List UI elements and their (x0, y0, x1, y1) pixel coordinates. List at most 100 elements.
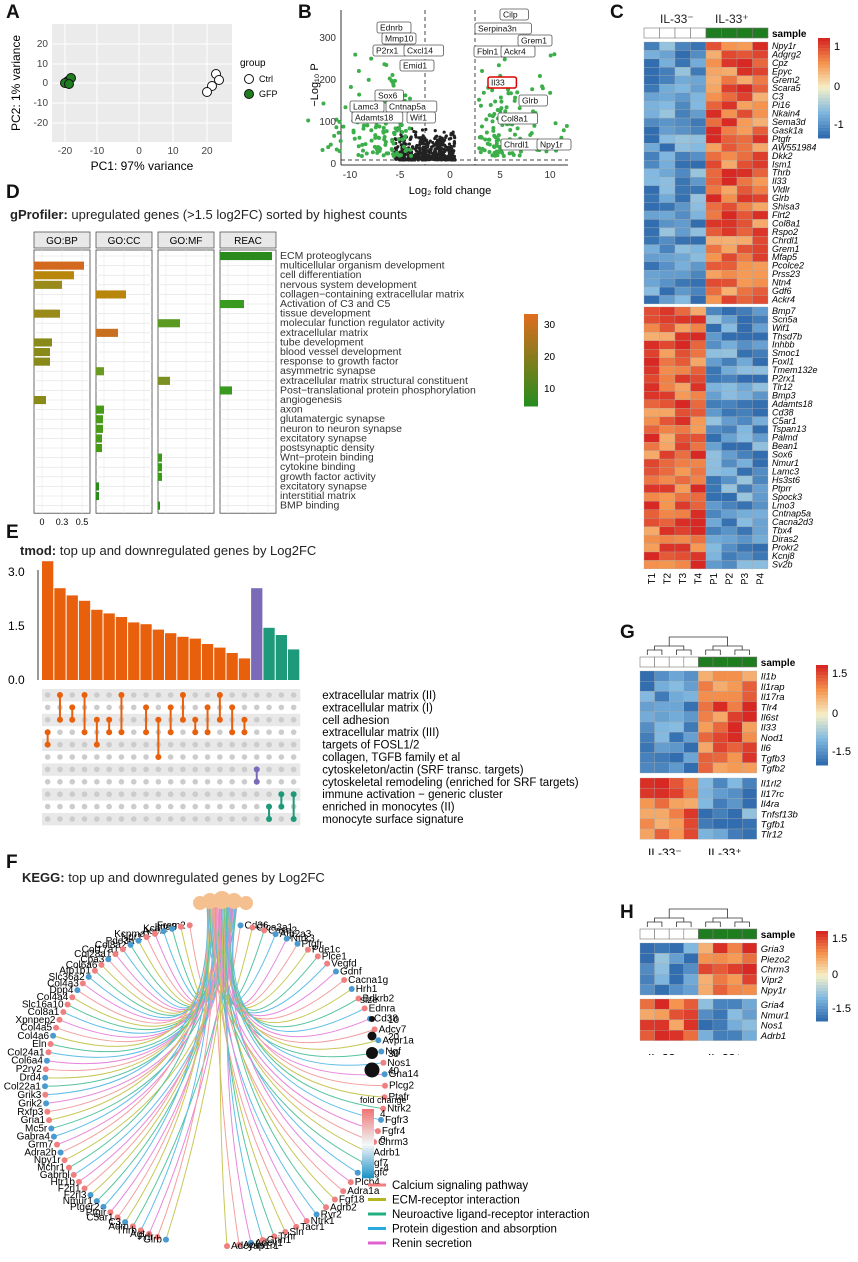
color-scale-swatch (818, 41, 830, 46)
volcano-xlabel: Log₂ fold change (409, 185, 492, 197)
heatmap-cell (690, 433, 707, 443)
heatmap-cell (643, 185, 660, 195)
color-scale-swatch (816, 695, 828, 699)
heatmap-cell (721, 168, 738, 178)
kegg-gene-label: Thrb (116, 1225, 137, 1236)
heatmap-cell (654, 752, 670, 763)
gprofiler-term-label: BMP binding (280, 500, 340, 512)
heatmap-cell (659, 492, 676, 502)
volcano-label: Wif1 (410, 113, 427, 123)
sample-annotation-cell (683, 928, 699, 940)
kegg-gene-node (381, 1071, 388, 1078)
heatmap-gene-label: Tgfb2 (761, 764, 786, 775)
sample-annotation-cell (752, 27, 769, 39)
heatmap-cell (659, 399, 676, 409)
color-scale-swatch (816, 994, 828, 998)
heatmap-cell (643, 306, 660, 316)
volcano-label-box (500, 45, 536, 58)
pca-xtick: 20 (201, 146, 213, 157)
tmod-combo-dot (204, 704, 211, 711)
heatmap-cell (659, 278, 676, 288)
gprofiler-term-label: blood vessel development (280, 346, 401, 358)
heatmap-cell (736, 134, 753, 144)
heatmap-cell (712, 808, 728, 819)
gprofiler-term-label: collagen−containing extracellular matrix (280, 288, 465, 300)
tmod-bar (54, 588, 66, 680)
tmod-combo-dot (266, 816, 273, 822)
color-scale-swatch (816, 982, 828, 986)
color-scale-swatch (818, 51, 830, 56)
heatmap-cell (690, 391, 707, 401)
heatmap-cell (639, 963, 655, 975)
heatmap-cell (659, 244, 676, 254)
heatmap-cell (752, 501, 769, 510)
heatmap-cell (752, 244, 769, 254)
heatmap-cell (752, 177, 769, 186)
color-scale-swatch (818, 108, 830, 112)
kegg-gene-label: Col4a5 (20, 1023, 52, 1034)
color-scale-swatch (816, 698, 828, 703)
heatmap-gene-label: Vldlr (772, 185, 791, 195)
heatmap-cell (690, 295, 707, 305)
gprofiler-bar (34, 357, 50, 366)
heatmap-gene-label: Pcolce2 (772, 261, 804, 271)
kegg-gene-node (100, 1203, 107, 1210)
heatmap-cell (752, 509, 769, 519)
tmod-combo-dot (56, 692, 63, 698)
heatmap-cell (674, 543, 691, 553)
heatmap-cell (643, 323, 660, 333)
color-scale-swatch (816, 931, 828, 935)
heatmap-cell (674, 101, 691, 110)
heatmap-cell (674, 534, 691, 544)
heatmap-cell (659, 416, 676, 426)
heatmap-cell (752, 278, 769, 288)
heatmap-cell (659, 75, 676, 85)
heatmap-cell (654, 1009, 670, 1020)
heatmap-cell (674, 295, 691, 305)
heatmap-cell (752, 458, 769, 468)
heatmap-cell (654, 670, 670, 682)
sample-annotation-cell (668, 656, 685, 668)
heatmap-cell (654, 984, 670, 996)
heatmap-cell (727, 942, 743, 954)
heatmap-cell (705, 151, 722, 161)
tmod-combo-dot (118, 692, 125, 698)
gprofiler-legend-swatch (524, 320, 538, 324)
heatmap-cell (721, 177, 738, 186)
heatmap-cell (736, 450, 753, 460)
kegg-fc-swatch (362, 1145, 374, 1149)
heatmap-cell (674, 416, 691, 426)
heatmap-cell (669, 1009, 684, 1020)
heatmap-cell (643, 269, 660, 279)
color-scale-swatch (816, 985, 828, 989)
heatmap-cell (698, 777, 714, 789)
heatmap-sample-label: WT3 (678, 572, 689, 584)
heatmap-cell (643, 101, 660, 110)
kegg-gene-label: Col22a1 (4, 1081, 42, 1092)
heatmap-cell (659, 210, 676, 220)
heatmap-cell (721, 126, 738, 136)
heatmap-cell (674, 560, 691, 570)
tmod-title-rest: top up and downregulated genes by Log2FC (56, 543, 317, 558)
gprofiler-term-label: interstitial matrix (280, 490, 357, 502)
heatmap-cell (659, 168, 676, 178)
heatmap-cell (674, 278, 691, 288)
heatmap-cell (736, 467, 753, 477)
heatmap-cell (683, 691, 699, 702)
heatmap-cell (736, 323, 753, 333)
color-scale-swatch (818, 128, 830, 132)
heatmap-cell (690, 408, 707, 417)
color-scale-swatch (816, 976, 828, 980)
heatmap-cell (705, 365, 722, 375)
color-scale-tick: -1.5 (832, 1003, 851, 1015)
heatmap-cell (712, 701, 728, 712)
heatmap-cell (736, 227, 753, 237)
heatmap-cell (659, 134, 676, 144)
heatmap-cell (705, 185, 722, 195)
heatmap-gene-label: Palmd (772, 433, 799, 443)
kegg-gene-label: Col6a4 (11, 1056, 43, 1067)
heatmap-gene-label: Il33 (772, 176, 787, 186)
kegg-gene-node (374, 1128, 381, 1135)
heatmap-cell (712, 788, 728, 799)
